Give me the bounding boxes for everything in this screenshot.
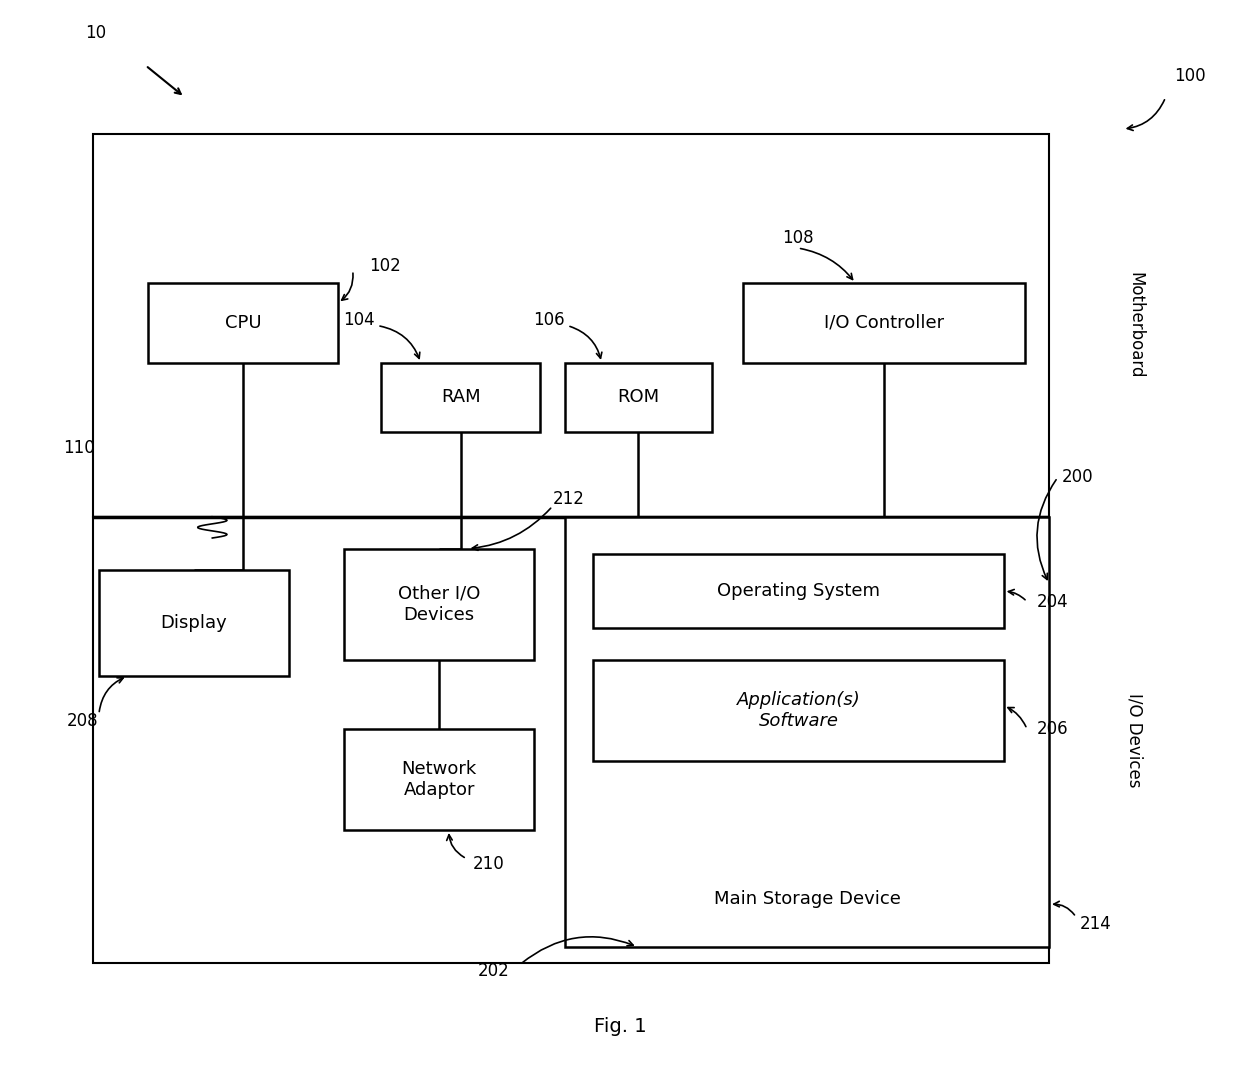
Bar <box>593 661 1003 761</box>
Bar <box>345 730 534 830</box>
Text: ROM: ROM <box>618 388 660 407</box>
Text: 200: 200 <box>1061 468 1092 486</box>
Text: Main Storage Device: Main Storage Device <box>713 890 900 908</box>
Text: Motherboard: Motherboard <box>1126 272 1145 379</box>
Text: 104: 104 <box>343 311 374 329</box>
Text: 206: 206 <box>1037 720 1069 738</box>
Text: I/O Devices: I/O Devices <box>1126 693 1145 787</box>
Bar <box>565 363 712 431</box>
Text: Network
Adaptor: Network Adaptor <box>402 761 476 799</box>
Text: 108: 108 <box>782 229 813 247</box>
Text: 214: 214 <box>1080 915 1111 933</box>
Text: Fig. 1: Fig. 1 <box>594 1017 646 1036</box>
Text: 102: 102 <box>368 257 401 275</box>
Text: 110: 110 <box>63 439 95 456</box>
Bar <box>148 283 339 363</box>
Bar <box>381 363 541 431</box>
Text: 212: 212 <box>553 490 584 508</box>
Bar <box>93 516 1049 963</box>
Bar <box>345 549 534 661</box>
Bar <box>593 554 1003 628</box>
Bar <box>93 134 1049 516</box>
Bar <box>99 570 289 676</box>
Text: I/O Controller: I/O Controller <box>823 314 944 331</box>
Text: Display: Display <box>160 614 227 632</box>
Text: RAM: RAM <box>440 388 480 407</box>
Text: 208: 208 <box>67 711 99 730</box>
Text: 100: 100 <box>1174 67 1207 85</box>
Text: Application(s)
Software: Application(s) Software <box>737 691 861 730</box>
Text: Other I/O
Devices: Other I/O Devices <box>398 585 480 624</box>
Text: 10: 10 <box>84 25 105 42</box>
Text: Operating System: Operating System <box>717 582 880 600</box>
Bar <box>565 516 1049 947</box>
Text: 106: 106 <box>533 311 565 329</box>
Text: 210: 210 <box>472 855 505 873</box>
Text: 204: 204 <box>1037 593 1069 611</box>
Bar <box>743 283 1024 363</box>
Text: 202: 202 <box>477 962 510 980</box>
Text: CPU: CPU <box>224 314 262 331</box>
